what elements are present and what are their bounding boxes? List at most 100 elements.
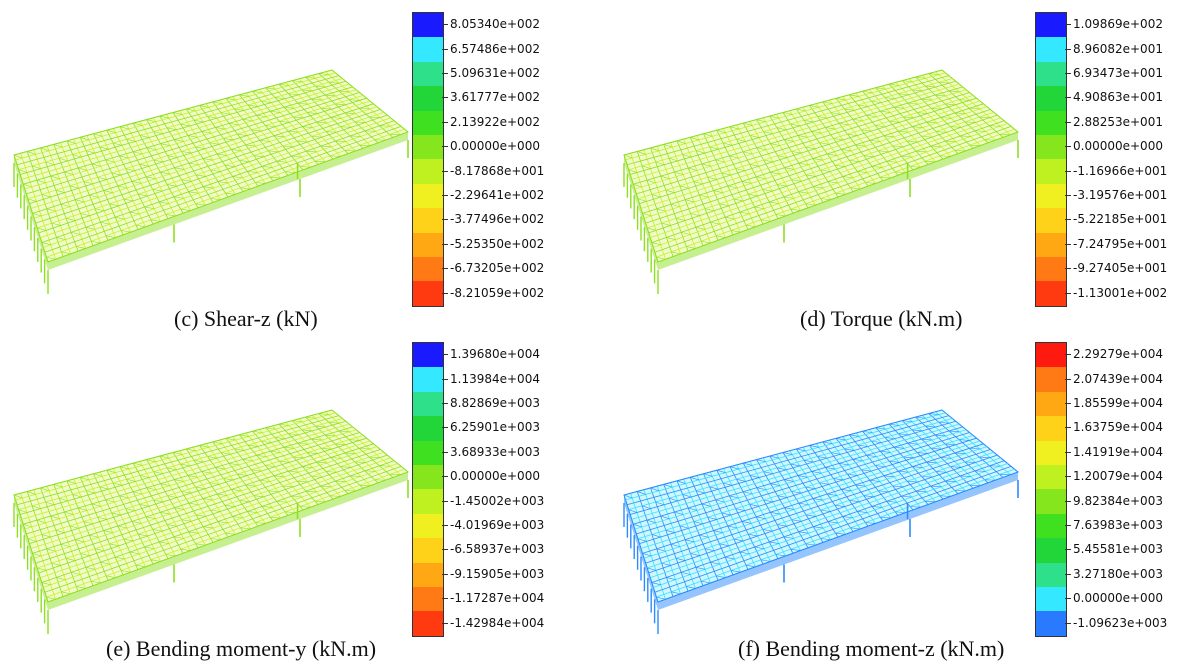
legend-label: -5.22185e+001 (1073, 212, 1168, 227)
legend-swatch (1036, 37, 1066, 62)
legend-tick (1065, 146, 1071, 148)
legend-tick (442, 427, 448, 429)
legend-label: -1.13001e+002 (1073, 285, 1168, 300)
legend-label: -8.21059e+002 (450, 285, 545, 300)
legend-label: 4.90863e+001 (1073, 90, 1163, 105)
legend-tick (442, 243, 448, 245)
legend-tick (1065, 219, 1071, 221)
legend-swatch (1036, 343, 1066, 368)
legend-tick (1065, 549, 1071, 551)
legend-swatch (413, 391, 443, 417)
legend-swatch (1036, 61, 1066, 87)
legend-swatch (413, 440, 443, 465)
legend-label: -1.09623e+003 (1073, 615, 1168, 630)
legend-tick (1065, 427, 1071, 429)
legend-tick (442, 97, 448, 99)
model-bending-moment-z (623, 409, 1019, 634)
legend-tick (442, 354, 448, 356)
legend-swatch (1036, 391, 1066, 417)
legend-swatch (1036, 440, 1066, 465)
legend-label: 3.61777e+002 (450, 90, 540, 105)
legend-label: 3.68933e+003 (450, 444, 540, 459)
legend-swatch (413, 110, 443, 135)
legend-tick (1065, 292, 1071, 294)
legend-label: 6.93473e+001 (1073, 66, 1163, 80)
legend-label: -8.17868e+001 (450, 163, 545, 178)
legend-swatch (1036, 489, 1066, 514)
legend-tick (1065, 170, 1071, 172)
legend-swatch (413, 232, 443, 257)
legend-tick (442, 170, 448, 172)
model-torque (623, 69, 1019, 294)
legend-tick (442, 195, 448, 196)
legend-label: -4.01969e+003 (450, 518, 545, 532)
legend-tick (1065, 622, 1071, 624)
legend-label: 5.45581e+003 (1073, 542, 1163, 557)
legend-label: 8.05340e+002 (450, 17, 540, 32)
legend-tick (442, 500, 448, 502)
legend-swatch (1036, 538, 1066, 563)
legend-tick (1065, 121, 1071, 123)
legend-swatch (1036, 281, 1066, 306)
legend-tick (442, 598, 448, 600)
legend-swatch (413, 538, 443, 563)
legend-swatch (1036, 159, 1066, 184)
legend-label: 1.13984e+004 (450, 371, 540, 386)
legend-label: 2.07439e+004 (1073, 371, 1163, 386)
legend-swatch (413, 86, 443, 111)
legend-label: -3.19576e+001 (1073, 188, 1168, 202)
legend-tick (442, 403, 448, 404)
legend-label: 6.57486e+002 (450, 41, 540, 56)
legend-tick (442, 73, 448, 74)
legend-label: 5.09631e+002 (450, 66, 540, 80)
legend-label: -1.16966e+001 (1073, 163, 1168, 178)
legend-swatch (413, 611, 443, 636)
legend-swatch (413, 281, 443, 306)
legend-tick (442, 573, 448, 575)
legend-tick (442, 48, 448, 50)
legend-tick (442, 146, 448, 148)
legend-swatch (1036, 513, 1066, 539)
legend-tick (442, 121, 448, 123)
legend-label: 2.88253e+001 (1073, 114, 1163, 129)
caption-bending-moment-z: (f) Bending moment-z (kN.m) (738, 636, 1005, 661)
legend-swatch (1036, 587, 1066, 612)
legend-label: 1.85599e+004 (1073, 396, 1163, 410)
legend-swatch (1036, 416, 1066, 441)
legend-swatch (413, 465, 443, 490)
deck-wireframe (623, 409, 1019, 634)
legend-swatch (1036, 562, 1066, 587)
legend-swatch (413, 367, 443, 392)
legend-swatch (1036, 110, 1066, 135)
legend-tick (442, 219, 448, 221)
legend-swatch (1036, 367, 1066, 392)
legend-tick (1065, 24, 1071, 26)
legend-label: 7.63983e+003 (1073, 518, 1163, 532)
legend-tick (1065, 378, 1071, 380)
legend-tick (1065, 573, 1071, 575)
legend-label: -1.42984e+004 (450, 615, 545, 630)
legend-label: 1.63759e+004 (1073, 420, 1163, 435)
legend-swatch (413, 159, 443, 184)
legend-swatch (1036, 257, 1066, 282)
model-shear-z (13, 69, 409, 294)
legend-swatch (413, 587, 443, 612)
legend-label: -1.17287e+004 (450, 591, 545, 606)
legend-tick (1065, 500, 1071, 502)
legend-swatch (1036, 86, 1066, 111)
legend-label: 8.82869e+003 (450, 396, 540, 410)
deck-wireframe (623, 69, 1019, 294)
legend-swatch (413, 562, 443, 587)
legend-label: 3.27180e+003 (1073, 566, 1163, 581)
deck-wireframe (13, 409, 409, 634)
legend-swatch (413, 183, 443, 209)
legend-swatch (413, 489, 443, 514)
legend-label: 8.96082e+001 (1073, 41, 1163, 56)
legend-label: -7.24795e+001 (1073, 236, 1168, 251)
legend-tick (442, 268, 448, 270)
legend-swatch (413, 61, 443, 87)
legend-color-bar (1035, 12, 1067, 307)
legend-tick (442, 549, 448, 551)
legend-label: 1.20079e+004 (1073, 469, 1163, 484)
legend-label: 1.09869e+002 (1073, 17, 1163, 32)
